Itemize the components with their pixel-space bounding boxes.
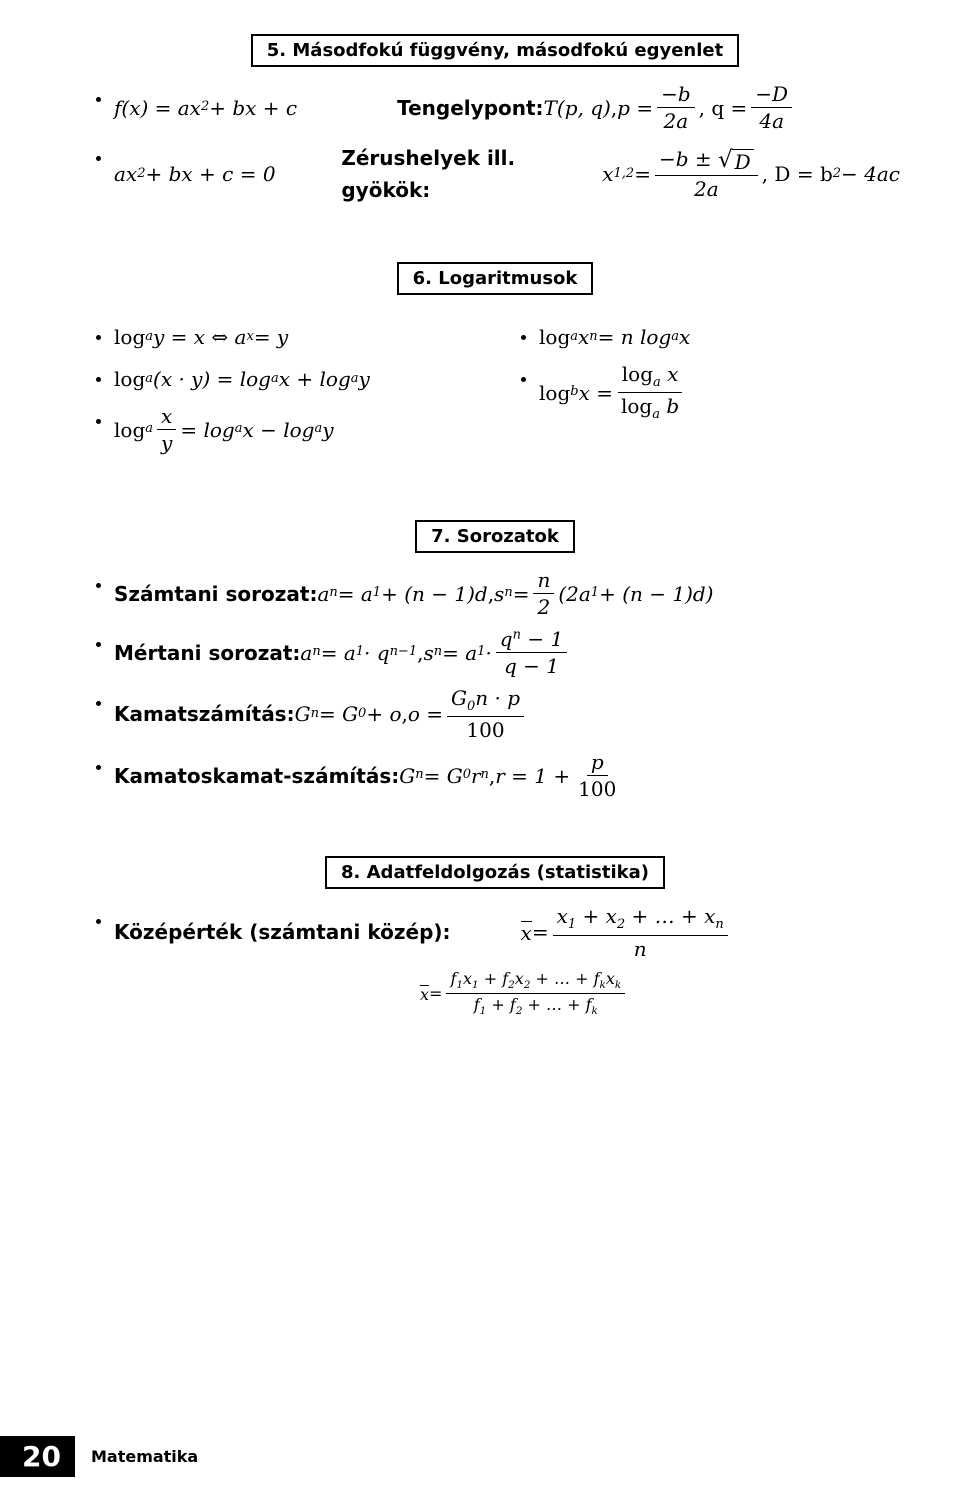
s7-arith: Számtani sorozat: an = a1 + (n − 1)d , s… <box>90 569 900 618</box>
arith-label: Számtani sorozat: <box>114 578 317 610</box>
s5-i2-lhs: ax2 + bx + c = 0 <box>114 158 276 190</box>
section8-list: Középérték (számtani közép): x = x1 + x2… <box>90 905 900 959</box>
s8-weighted-mean: x = f1x1 + f2x2 + … + fkxk f1 + f2 + … +… <box>90 970 900 1018</box>
s5-i1-lhs: f(x) = ax2 + bx + c <box>114 92 297 124</box>
geom-label: Mértani sorozat: <box>114 637 300 669</box>
s5-item-2: ax2 + bx + c = 0 Zérushelyek ill. gyökök… <box>90 142 900 206</box>
section6-title: 6. Logaritmusok <box>397 262 594 295</box>
s5-item-1: f(x) = ax2 + bx + c Tengelypont: T(p, q)… <box>90 83 900 132</box>
section7-title: 7. Sorozatok <box>415 520 575 553</box>
section7-list: Számtani sorozat: an = a1 + (n − 1)d , s… <box>90 569 900 800</box>
s8-mean: Középérték (számtani közép): x = x1 + x2… <box>90 905 900 959</box>
section6-title-wrap: 6. Logaritmusok <box>90 262 900 295</box>
page-footer: 20 Matematika <box>0 1436 198 1477</box>
subject-label: Matematika <box>91 1447 198 1466</box>
interest-label: Kamatszámítás: <box>114 698 295 730</box>
s6-left-list: loga y = x ⇔ ax = y loga (x · y) = loga … <box>90 311 475 464</box>
section5-list: f(x) = ax2 + bx + c Tengelypont: T(p, q)… <box>90 83 900 206</box>
section5-title: 5. Másodfokú függvény, másodfokú egyenle… <box>251 34 739 67</box>
compound-label: Kamatoskamat-számítás: <box>114 760 399 792</box>
section8-title-wrap: 8. Adatfeldolgozás (statistika) <box>90 856 900 889</box>
s5-i1-rhs: T(p, q) , p = −b2a , q = −D4a <box>544 83 797 132</box>
s7-geom: Mértani sorozat: an = a1 · qn−1 , sn = a… <box>90 628 900 677</box>
s6-l3: loga xy = loga x − loga y <box>90 405 475 454</box>
mean-label: Középérték (számtani közép): <box>114 916 451 948</box>
section8-title: 8. Adatfeldolgozás (statistika) <box>325 856 665 889</box>
s7-interest: Kamatszámítás: Gn = G0 + o , o = G0n · p… <box>90 687 900 741</box>
section5-title-wrap: 5. Másodfokú függvény, másodfokú egyenle… <box>90 34 900 67</box>
s6-l2: loga (x · y) = loga x + loga y <box>90 363 475 395</box>
s6-right-list: loga xn = n loga x logb x = loga x loga … <box>515 311 900 464</box>
s6-r1: loga xn = n loga x <box>515 321 900 353</box>
section7-title-wrap: 7. Sorozatok <box>90 520 900 553</box>
s6-r2: logb x = loga x loga b <box>515 363 900 423</box>
s7-compound: Kamatoskamat-számítás: Gn = G0 rn , r = … <box>90 751 900 800</box>
s6-l1: loga y = x ⇔ ax = y <box>90 321 475 353</box>
roots-label: Zérushelyek ill. gyökök: <box>341 142 602 206</box>
s5-i2-rhs: x1,2 = −b ± √D 2a , D = b2 − 4ac <box>602 148 900 200</box>
vertex-label: Tengelypont: <box>397 92 543 124</box>
section6-cols: loga y = x ⇔ ax = y loga (x · y) = loga … <box>90 311 900 464</box>
page-number-badge: 20 <box>0 1436 75 1477</box>
